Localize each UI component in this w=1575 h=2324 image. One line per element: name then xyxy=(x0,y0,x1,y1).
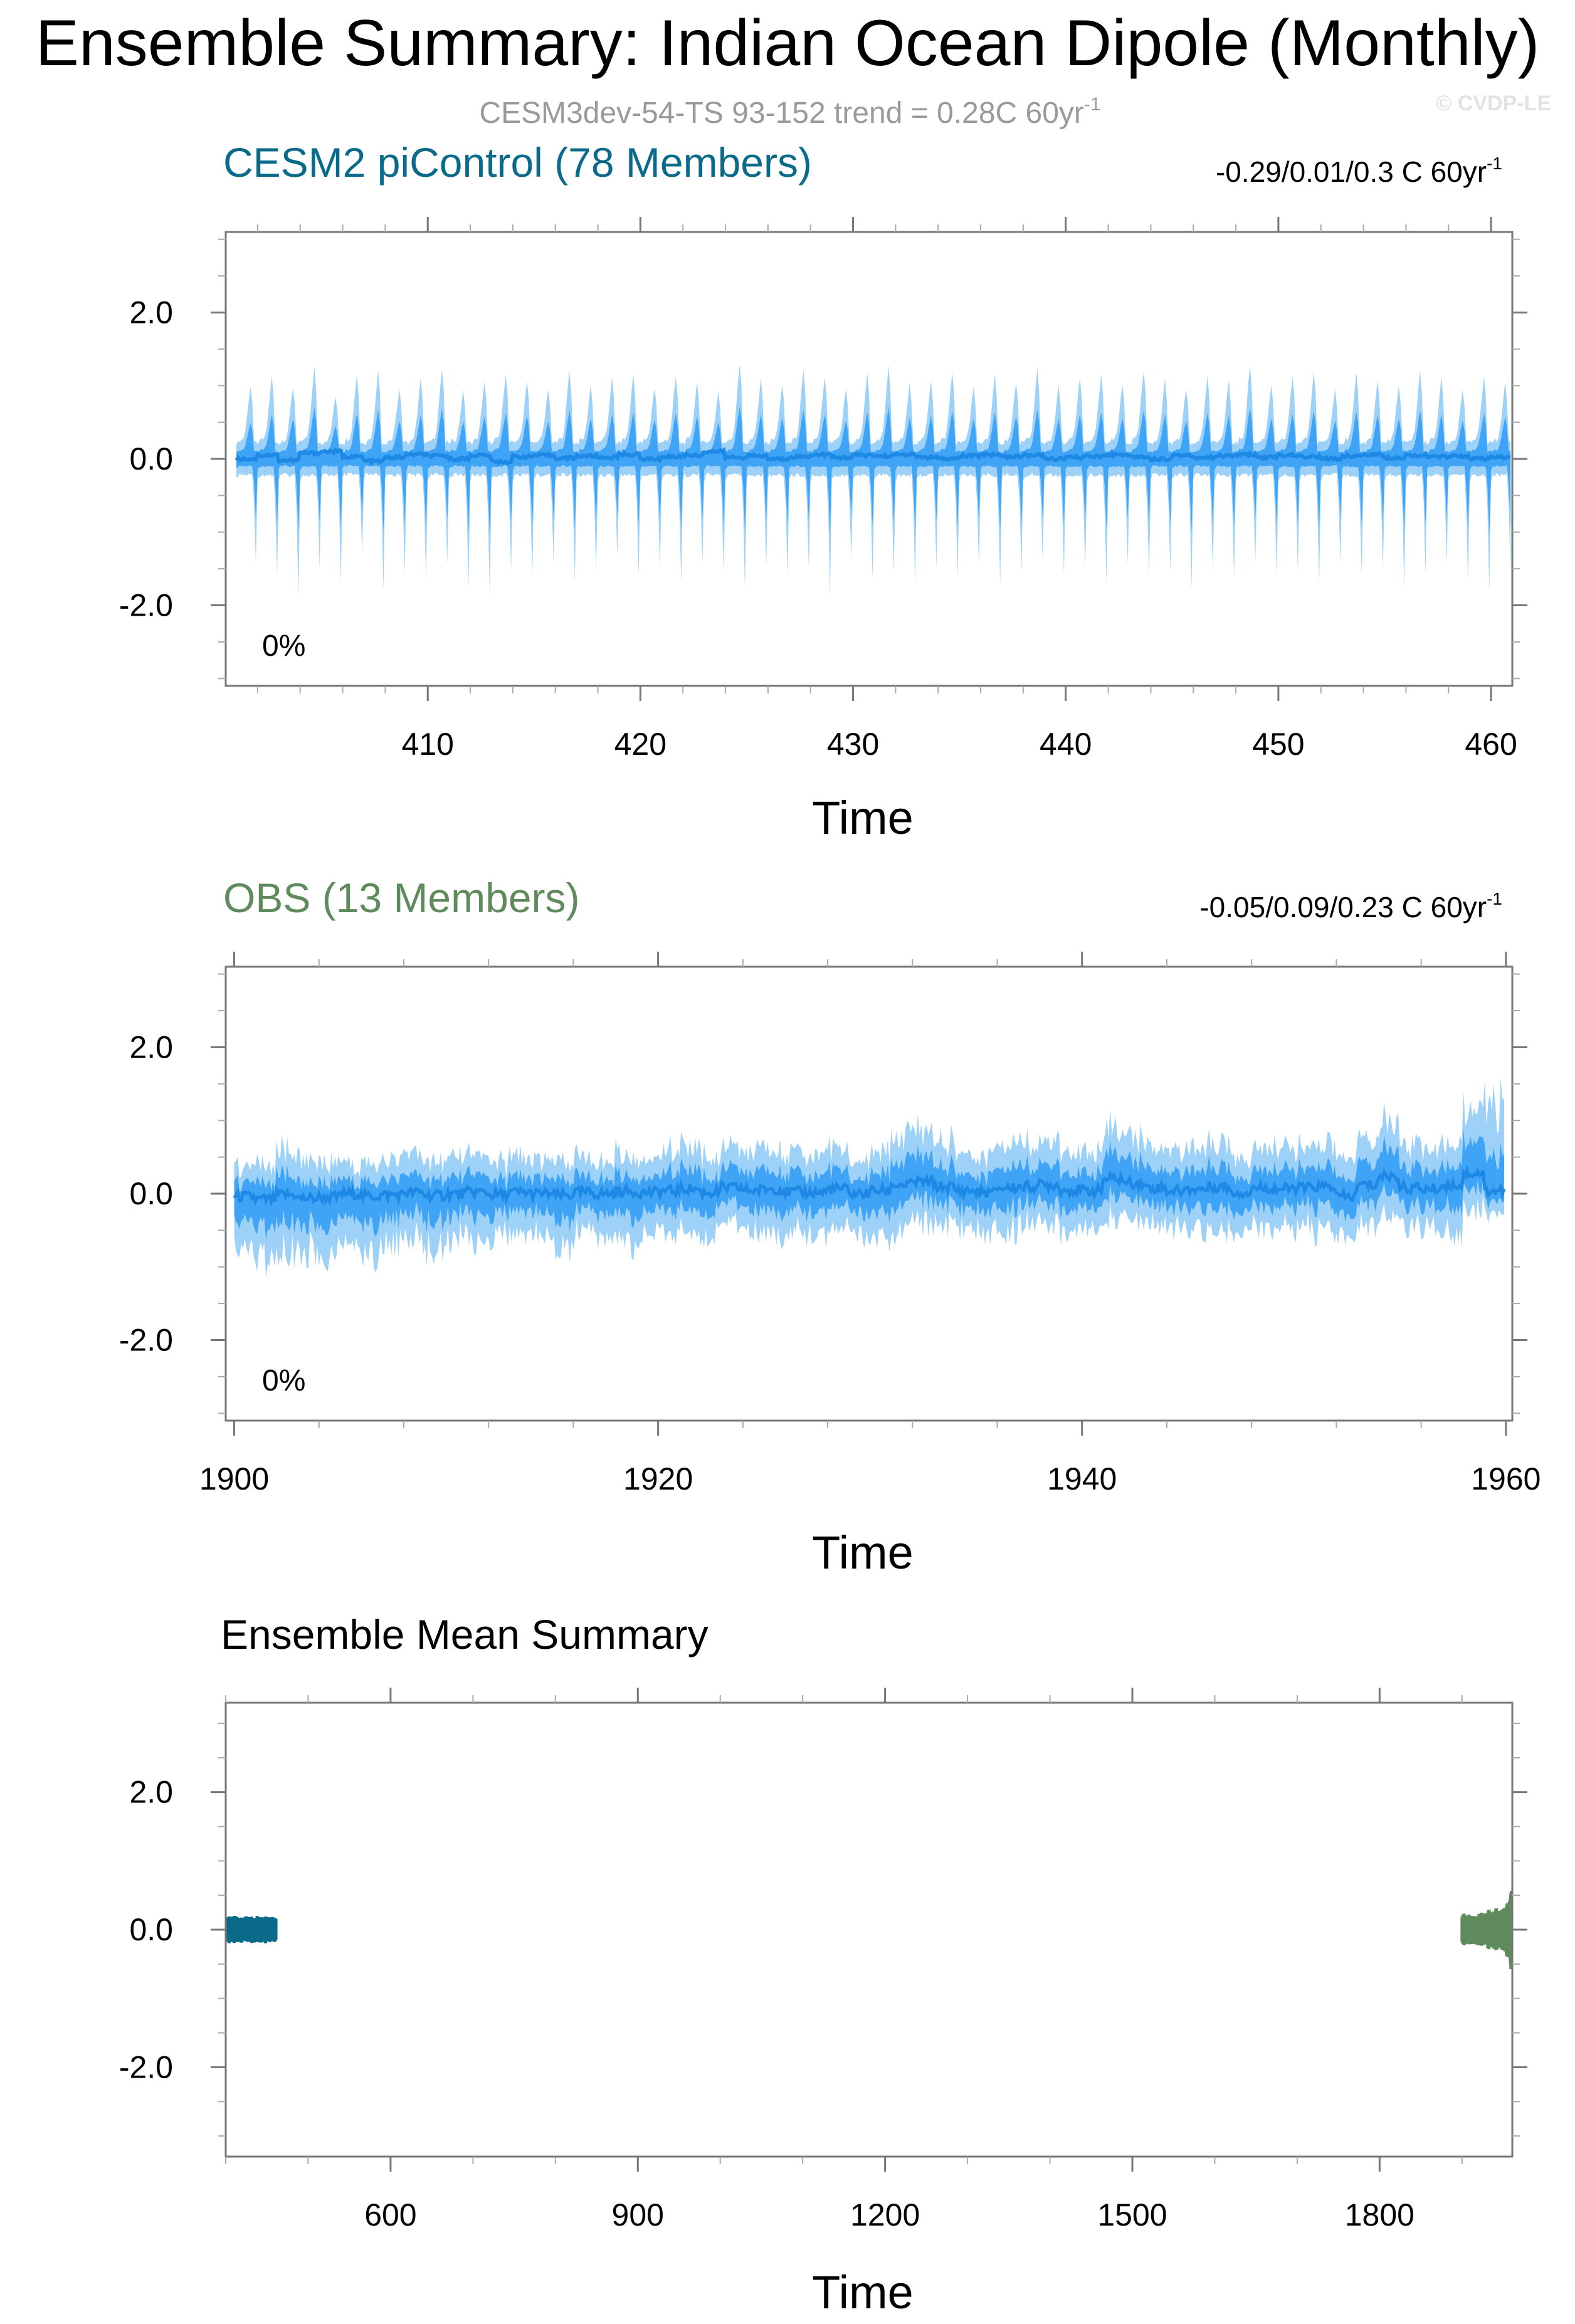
cesm-panel-title: CESM2 piControl (78 Members) xyxy=(223,139,812,186)
cesm-x-tick-label: 410 xyxy=(401,727,453,762)
cesm-trend-text: -0.29/0.01/0.3 C 60yr xyxy=(1216,155,1487,188)
subtitle-superscript: -1 xyxy=(1084,94,1101,115)
obs-percent-label: 0% xyxy=(262,1364,305,1397)
cesm-y-tick-label: -2.0 xyxy=(119,588,173,623)
obs-trend-text: -0.05/0.09/0.23 C 60yr xyxy=(1199,891,1487,923)
cesm-ensemble-mean-line xyxy=(234,447,1511,466)
ensemble-mean-plot-frame xyxy=(224,1701,1514,2158)
obs-axes: -2.0 0.0 2.0 1900 1920 1940 1960 xyxy=(119,952,1541,1496)
obs-y-tick-label: 0.0 xyxy=(129,1176,173,1211)
obs-x-tick-label: 1920 xyxy=(623,1461,693,1496)
cesm-x-tick-label: 450 xyxy=(1252,727,1304,762)
cesm-x-tick-label: 420 xyxy=(614,727,666,762)
subtitle: CESM3dev-54-TS 93-152 trend = 0.28C 60yr… xyxy=(479,94,1100,130)
obs-y-tick-label: -2.0 xyxy=(119,1323,173,1358)
obs-ensemble-mean-line xyxy=(233,1164,1506,1207)
obs-x-tick-label: 1960 xyxy=(1471,1461,1541,1496)
subtitle-text: CESM3dev-54-TS 93-152 trend = 0.28C 60yr xyxy=(479,97,1084,130)
cesm-plot-area xyxy=(234,364,1511,599)
ensemble-mean-plot-area xyxy=(224,1890,1514,1970)
cesm-trend-label: -0.29/0.01/0.3 C 60yr-1 xyxy=(1216,154,1502,188)
cesm-x-tick-label: 460 xyxy=(1465,727,1517,762)
cesm-x-tick-label: 430 xyxy=(827,727,879,762)
cesm-x-axis-title: Time xyxy=(812,792,914,844)
obs-x-tick-label: 1900 xyxy=(199,1461,269,1496)
ensemble-mean-x-tick-label: 900 xyxy=(612,2197,664,2232)
cesm-y-tick-label: 0.0 xyxy=(129,441,173,476)
obs-plot-area xyxy=(233,1077,1506,1278)
figure-title: Ensemble Summary: Indian Ocean Dipole (M… xyxy=(36,7,1540,80)
cesm-inner-band xyxy=(236,406,1511,535)
obs-trend-superscript: -1 xyxy=(1487,889,1502,908)
cesm-axes: -2.0 0.0 2.0 410 420 430 440 450 460 xyxy=(119,217,1527,762)
obs-trend-label: -0.05/0.09/0.23 C 60yr-1 xyxy=(1199,889,1502,923)
cesm-y-tick-label: 2.0 xyxy=(129,295,173,330)
ensemble-mean-y-tick-label: -2.0 xyxy=(119,2049,173,2085)
ensemble-mean-x-tick-label: 1200 xyxy=(850,2197,920,2232)
ensemble-mean-axes: -2.0 0.0 2.0 600 900 1200 1500 1800 xyxy=(119,1688,1527,2232)
obs-panel-title: OBS (13 Members) xyxy=(223,875,579,921)
obs-ensemble-mean-series xyxy=(1460,1890,1514,1970)
obs-x-axis-title: Time xyxy=(812,1527,914,1579)
ensemble-mean-y-tick-label: 0.0 xyxy=(129,1912,173,1947)
obs-inner-band xyxy=(234,1130,1504,1240)
ensemble-mean-x-tick-label: 600 xyxy=(364,2197,416,2232)
cesm-x-tick-label: 440 xyxy=(1040,727,1092,762)
obs-panel: OBS (13 Members) -0.05/0.09/0.23 C 60yr-… xyxy=(119,875,1541,1579)
obs-x-tick-label: 1940 xyxy=(1047,1461,1117,1496)
ensemble-mean-panel: Ensemble Mean Summary -2.0 0.0 2.0 600 900 12… xyxy=(119,1611,1527,2318)
cesm-percent-label: 0% xyxy=(262,629,305,663)
watermark: © CVDP-LE xyxy=(1436,92,1551,115)
cesm-panel: CESM2 piControl (78 Members) -0.29/0.01/… xyxy=(119,139,1527,844)
ensemble-mean-x-tick-label: 1500 xyxy=(1097,2197,1167,2232)
cesm-ensemble-mean-series xyxy=(224,1916,278,1943)
cesm-trend-superscript: -1 xyxy=(1487,154,1502,173)
ensemble-mean-x-tick-label: 1800 xyxy=(1345,2197,1414,2232)
ensemble-mean-panel-title: Ensemble Mean Summary xyxy=(221,1611,708,1658)
obs-y-tick-label: 2.0 xyxy=(129,1029,173,1065)
ensemble-mean-x-axis-title: Time xyxy=(812,2266,914,2318)
obs-outer-band xyxy=(234,1077,1504,1278)
ensemble-mean-y-tick-label: 2.0 xyxy=(129,1775,173,1810)
